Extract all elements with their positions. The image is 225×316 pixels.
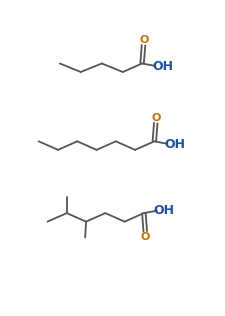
Text: OH: OH	[164, 138, 184, 151]
Text: OH: OH	[151, 60, 172, 73]
Text: O: O	[140, 232, 150, 242]
Text: O: O	[138, 35, 148, 45]
Text: OH: OH	[153, 204, 174, 217]
Text: O: O	[151, 112, 160, 123]
